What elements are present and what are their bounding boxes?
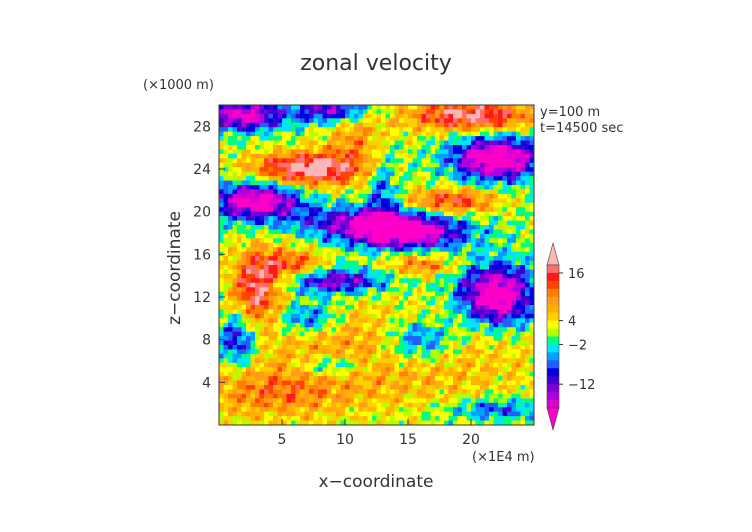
colorbar-tick-label: 16 <box>568 267 585 282</box>
plot-frame <box>218 104 535 426</box>
y-axis: 4 8 12 16 20 24 28 <box>193 119 225 391</box>
colorbar-bottom-arrow <box>546 407 560 432</box>
colorbar-swatch <box>547 280 559 290</box>
x-axis: 5 10 15 20 <box>278 419 480 448</box>
colorbar: 16 4 −2 −12 <box>546 241 595 432</box>
y-tick-label: 8 <box>202 333 211 349</box>
x-unit-label: (×1E4 m) <box>472 450 535 465</box>
colorbar-swatch <box>547 296 559 306</box>
y-tick-label: 4 <box>202 375 211 391</box>
y-tick-label: 12 <box>193 290 211 306</box>
colorbar-swatch <box>547 376 559 385</box>
colorbar-swatch <box>547 400 559 409</box>
colorbar-swatch <box>547 288 559 298</box>
colorbar-swatch <box>547 304 559 313</box>
y-tick-label: 28 <box>193 119 211 135</box>
colorbar-swatch <box>547 344 559 353</box>
colorbar-tick-label: −12 <box>568 378 595 393</box>
annotation-y: y=100 m <box>540 105 600 120</box>
x-tick-label: 20 <box>462 432 480 448</box>
y-tick-label: 20 <box>193 205 211 221</box>
colorbar-swatch <box>547 272 559 282</box>
colorbar-swatch <box>547 360 559 369</box>
colorbar-swatch <box>547 392 559 401</box>
x-tick-label: 5 <box>278 432 287 448</box>
chart-title: zonal velocity <box>300 51 452 76</box>
colorbar-swatch <box>547 384 559 393</box>
colorbar-swatch <box>547 352 559 361</box>
annotation-t: t=14500 sec <box>540 121 623 136</box>
x-tick-label: 10 <box>336 432 354 448</box>
colorbar-swatch <box>547 368 559 377</box>
colorbar-tick-label: 4 <box>568 315 576 330</box>
y-tick-label: 24 <box>193 162 211 178</box>
colorbar-swatch <box>547 336 559 345</box>
colorbar-swatch <box>547 328 559 337</box>
colorbar-swatch <box>547 265 559 274</box>
y-unit-label: (×1000 m) <box>143 78 214 93</box>
y-axis-label: z−coordinate <box>165 211 185 325</box>
x-tick-label: 15 <box>399 432 417 448</box>
y-tick-label: 16 <box>193 247 211 263</box>
x-axis-label: x−coordinate <box>319 472 434 492</box>
colorbar-swatch <box>547 320 559 329</box>
colorbar-swatch <box>547 312 559 321</box>
heatmap-field <box>219 105 534 425</box>
colorbar-tick-label: −2 <box>568 338 587 353</box>
colorbar-top-arrow <box>546 241 560 266</box>
